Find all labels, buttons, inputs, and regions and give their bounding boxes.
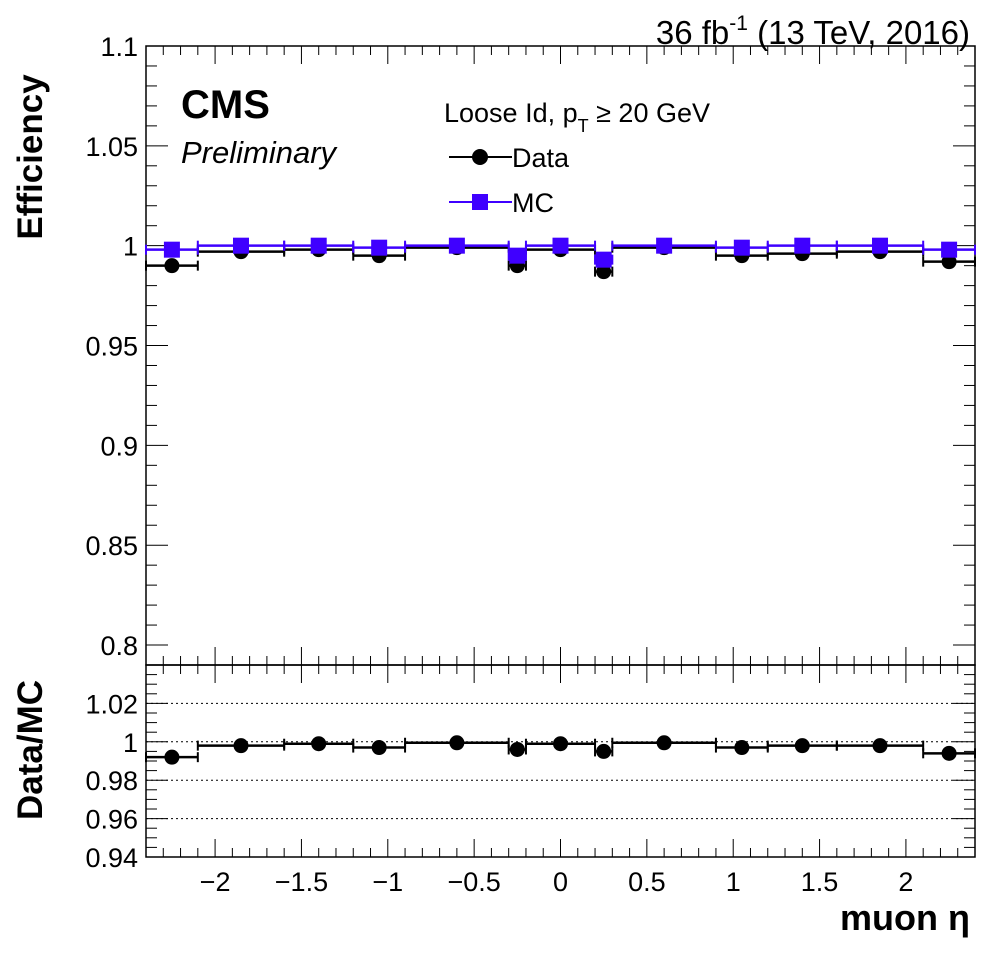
selection-label: Loose Id, pT ≥ 20 GeV [444,98,710,136]
eff-mc-marker [794,237,811,254]
ratio-x-tick-label: −2 [200,867,231,897]
y-axis-title-efficiency: Efficiency [11,74,50,240]
efficiency-panel: 0.8 0.85 0.9 0.95 1 1.05 1.1 [85,32,976,666]
eff-mc-marker [310,237,327,254]
eff-mc-marker [872,237,889,254]
ratio-ratio-marker [311,736,327,752]
ratio-ratio-marker [794,738,810,754]
preliminary-label: Preliminary [181,135,339,170]
ratio-panel: 0.94 0.96 0.98 1 1.02 −2 −1.5 −1 −0.5 0 0.5 1 1.5 2 [85,664,976,897]
eff-y-tick-label: 0.85 [85,531,138,561]
ratio-x-tick-label: 0.5 [628,867,666,897]
eff-mc-marker [371,239,388,256]
eff-data-marker [941,254,957,270]
ratio-frame [145,664,976,858]
eff-y-tick-label: 0.9 [100,431,138,461]
ratio-ratio-marker [509,741,525,757]
legend-data-label: Data [512,143,570,173]
legend-entry-data: Data [449,143,570,173]
ratio-ratio-marker [233,738,249,754]
eff-mc-marker [232,237,249,254]
y-axis-title-ratio: Data/MC [11,680,50,820]
ratio-x-tick-label: −1.5 [275,867,328,897]
eff-y-tick-label: 1.1 [100,32,138,62]
eff-mc-marker [509,247,526,264]
ratio-y-tick-label: 0.94 [85,843,138,873]
ratio-x-tick-label: 1.5 [801,867,839,897]
eff-y-tick-label: 1.05 [85,132,138,162]
ratio-ratio-marker [371,740,387,756]
eff-mc-marker [448,237,465,254]
ratio-ratio-marker [941,745,957,761]
ratio-ratio-marker [553,736,568,752]
eff-y-tick-label: 0.95 [85,332,138,362]
eff-data-marker [164,258,180,274]
cms-label: CMS [181,83,270,127]
eff-mc-marker [163,241,180,258]
ratio-y-tick-label: 1 [123,728,138,758]
ratio-ratio-marker [164,749,180,765]
eff-mc-marker [656,237,673,254]
ratio-ratio-marker [872,738,888,754]
ratio-ratio-marker [449,735,465,751]
ratio-x-tick-label: −0.5 [447,867,500,897]
eff-mc-marker [941,241,958,258]
eff-data-marker [596,264,612,280]
legend: Data MC [449,143,570,218]
ratio-ratio-marker [656,735,672,751]
legend-entry-mc: MC [449,188,554,218]
ratio-x-tick-label: 1 [726,867,741,897]
legend-mc-label: MC [512,188,554,218]
lumi-label: 36 fb-1 (13 TeV, 2016) [656,12,970,51]
ratio-y-tick-label: 1.02 [85,689,138,719]
eff-y-tick-label: 1 [123,232,138,262]
x-axis-title: muon η [840,897,970,938]
ratio-ratio-marker [734,740,750,756]
legend-mc-marker [472,194,488,210]
eff-mc-marker [595,251,612,268]
legend-data-marker [472,149,488,165]
eff-y-tick-label: 0.8 [100,631,138,661]
ratio-y-tick-label: 0.98 [85,766,138,796]
ratio-x-tick-label: −1 [372,867,403,897]
ratio-y-tick-label: 0.96 [85,805,138,835]
ratio-x-tick-label: 2 [898,867,913,897]
ratio-x-tick-label: 0 [553,867,568,897]
ratio-ratio-marker [596,743,612,759]
eff-mc-marker [552,237,569,254]
eff-mc-marker [733,239,750,256]
